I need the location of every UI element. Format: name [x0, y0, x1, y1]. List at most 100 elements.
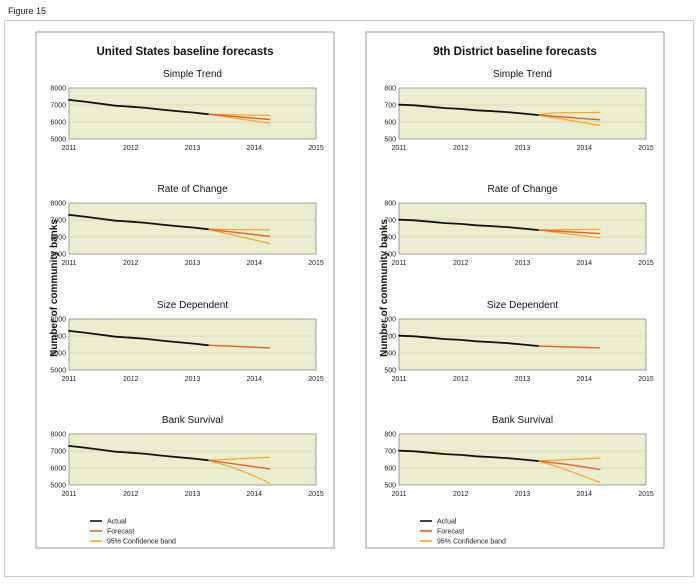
actual-line — [68, 213, 209, 231]
legend-label: Forecast — [437, 529, 464, 536]
chart-title: Size Dependent — [157, 300, 228, 311]
x-tick-label: 2012 — [453, 260, 469, 267]
chart-title: Size Dependent — [487, 300, 558, 311]
confidence-band-line — [207, 228, 271, 245]
y-tick-label: 800 — [384, 317, 396, 324]
x-tick-label: 2013 — [515, 260, 531, 267]
chart-title: Bank Survival — [162, 415, 223, 426]
forecast-line — [537, 229, 601, 235]
y-tick-label: 6000 — [50, 235, 66, 242]
y-tick-label: 700 — [384, 103, 396, 110]
forecast-line — [207, 344, 271, 349]
y-axis-label: Number of community banks — [49, 219, 60, 357]
y-tick-label: 600 — [384, 235, 396, 242]
y-tick-label: 6000 — [50, 351, 66, 358]
y-tick-label: 5000 — [50, 137, 66, 144]
confidence-band-line — [207, 456, 271, 461]
x-tick-label: 2014 — [246, 260, 262, 267]
y-tick-label: 8000 — [50, 201, 66, 208]
x-tick-label: 2011 — [391, 491, 406, 498]
y-tick-label: 8000 — [50, 317, 66, 324]
y-tick-label: 500 — [384, 137, 396, 144]
chart-title: Rate of Change — [487, 184, 557, 195]
chart-panel: Bank Survival 500 600 700 800 2011 2012 2013 201… — [384, 415, 654, 498]
x-tick-label: 2015 — [308, 376, 324, 383]
x-tick-label: 2015 — [638, 491, 654, 498]
x-tick-label: 2013 — [185, 145, 201, 152]
x-tick-label: 2013 — [515, 376, 531, 383]
y-tick-label: 500 — [384, 368, 396, 375]
confidence-band-line — [207, 459, 271, 484]
legend-label: Actual — [107, 519, 127, 526]
x-tick-label: 2015 — [308, 491, 324, 498]
x-tick-label: 2013 — [185, 376, 201, 383]
forecast-line — [537, 114, 601, 121]
legend-label: 95% Confidence band — [437, 539, 506, 546]
x-tick-label: 2014 — [576, 260, 592, 267]
x-tick-label: 2015 — [308, 260, 324, 267]
y-tick-label: 8000 — [50, 86, 66, 93]
y-tick-label: 600 — [384, 351, 396, 358]
forecast-line — [207, 113, 271, 121]
x-tick-label: 2012 — [123, 376, 139, 383]
chart-panel: Simple Trend 5000 6000 7000 8000 2011 2012 2013… — [50, 69, 323, 152]
confidence-band-line — [537, 114, 601, 127]
confidence-band-line — [537, 111, 601, 116]
y-tick-label: 5000 — [50, 483, 66, 490]
y-tick-label: 700 — [384, 218, 396, 225]
x-tick-label: 2014 — [246, 491, 262, 498]
panel-title: United States baseline forecasts — [96, 46, 273, 58]
actual-line — [68, 99, 209, 116]
x-tick-label: 2011 — [391, 376, 406, 383]
confidence-band-line — [537, 228, 601, 231]
x-tick-label: 2013 — [515, 145, 531, 152]
forecast-line — [537, 460, 601, 471]
plot-area — [68, 202, 317, 255]
y-axis-label: Number of community banks — [379, 219, 390, 357]
confidence-band-line — [537, 460, 601, 483]
x-tick-label: 2011 — [391, 260, 406, 267]
x-tick-label: 2015 — [638, 376, 654, 383]
legend-label: 95% Confidence band — [107, 539, 176, 546]
actual-line — [398, 218, 539, 231]
actual-line — [398, 449, 539, 462]
y-tick-label: 500 — [384, 483, 396, 490]
actual-line — [398, 334, 539, 347]
chart-panel: Rate of Change 500 600 700 800 2011 2012 2013 20… — [384, 184, 654, 267]
y-tick-label: 700 — [384, 449, 396, 456]
x-tick-label: 2011 — [61, 145, 76, 152]
forecast-line — [207, 228, 271, 238]
y-tick-label: 5000 — [50, 252, 66, 259]
legend-label: Actual — [437, 519, 457, 526]
figure-label: Figure 15 — [8, 6, 47, 16]
figure-frame — [4, 20, 694, 577]
y-tick-label: 7000 — [50, 334, 66, 341]
x-tick-label: 2015 — [638, 260, 654, 267]
chart-title: Bank Survival — [492, 415, 553, 426]
x-tick-label: 2012 — [123, 491, 139, 498]
x-tick-label: 2011 — [61, 376, 76, 383]
y-tick-label: 7000 — [50, 218, 66, 225]
chart-panel: Size Dependent 500 600 700 800 2011 2012 2013 20… — [384, 300, 654, 383]
chart-panel: Rate of Change 5000 6000 7000 8000 2011 2012 20… — [50, 184, 323, 267]
x-tick-label: 2014 — [246, 376, 262, 383]
chart-panel: Size Dependent 5000 6000 7000 8000 2011 2012 20… — [50, 300, 323, 383]
y-tick-label: 7000 — [50, 103, 66, 110]
y-tick-label: 6000 — [50, 120, 66, 127]
chart-title: Simple Trend — [163, 69, 222, 80]
x-tick-label: 2015 — [638, 145, 654, 152]
legend-label: Forecast — [107, 529, 134, 536]
chart-panel: Simple Trend 500 600 700 800 2011 2012 2013 2014… — [384, 69, 654, 152]
x-tick-label: 2012 — [453, 376, 469, 383]
chart-title: Simple Trend — [493, 69, 552, 80]
x-tick-label: 2012 — [453, 491, 469, 498]
x-tick-label: 2013 — [515, 491, 531, 498]
y-tick-label: 600 — [384, 120, 396, 127]
x-tick-label: 2014 — [576, 145, 592, 152]
actual-line — [68, 329, 209, 347]
x-tick-label: 2012 — [123, 145, 139, 152]
actual-line — [68, 444, 209, 462]
plot-area — [68, 433, 317, 486]
y-tick-label: 8000 — [50, 432, 66, 439]
